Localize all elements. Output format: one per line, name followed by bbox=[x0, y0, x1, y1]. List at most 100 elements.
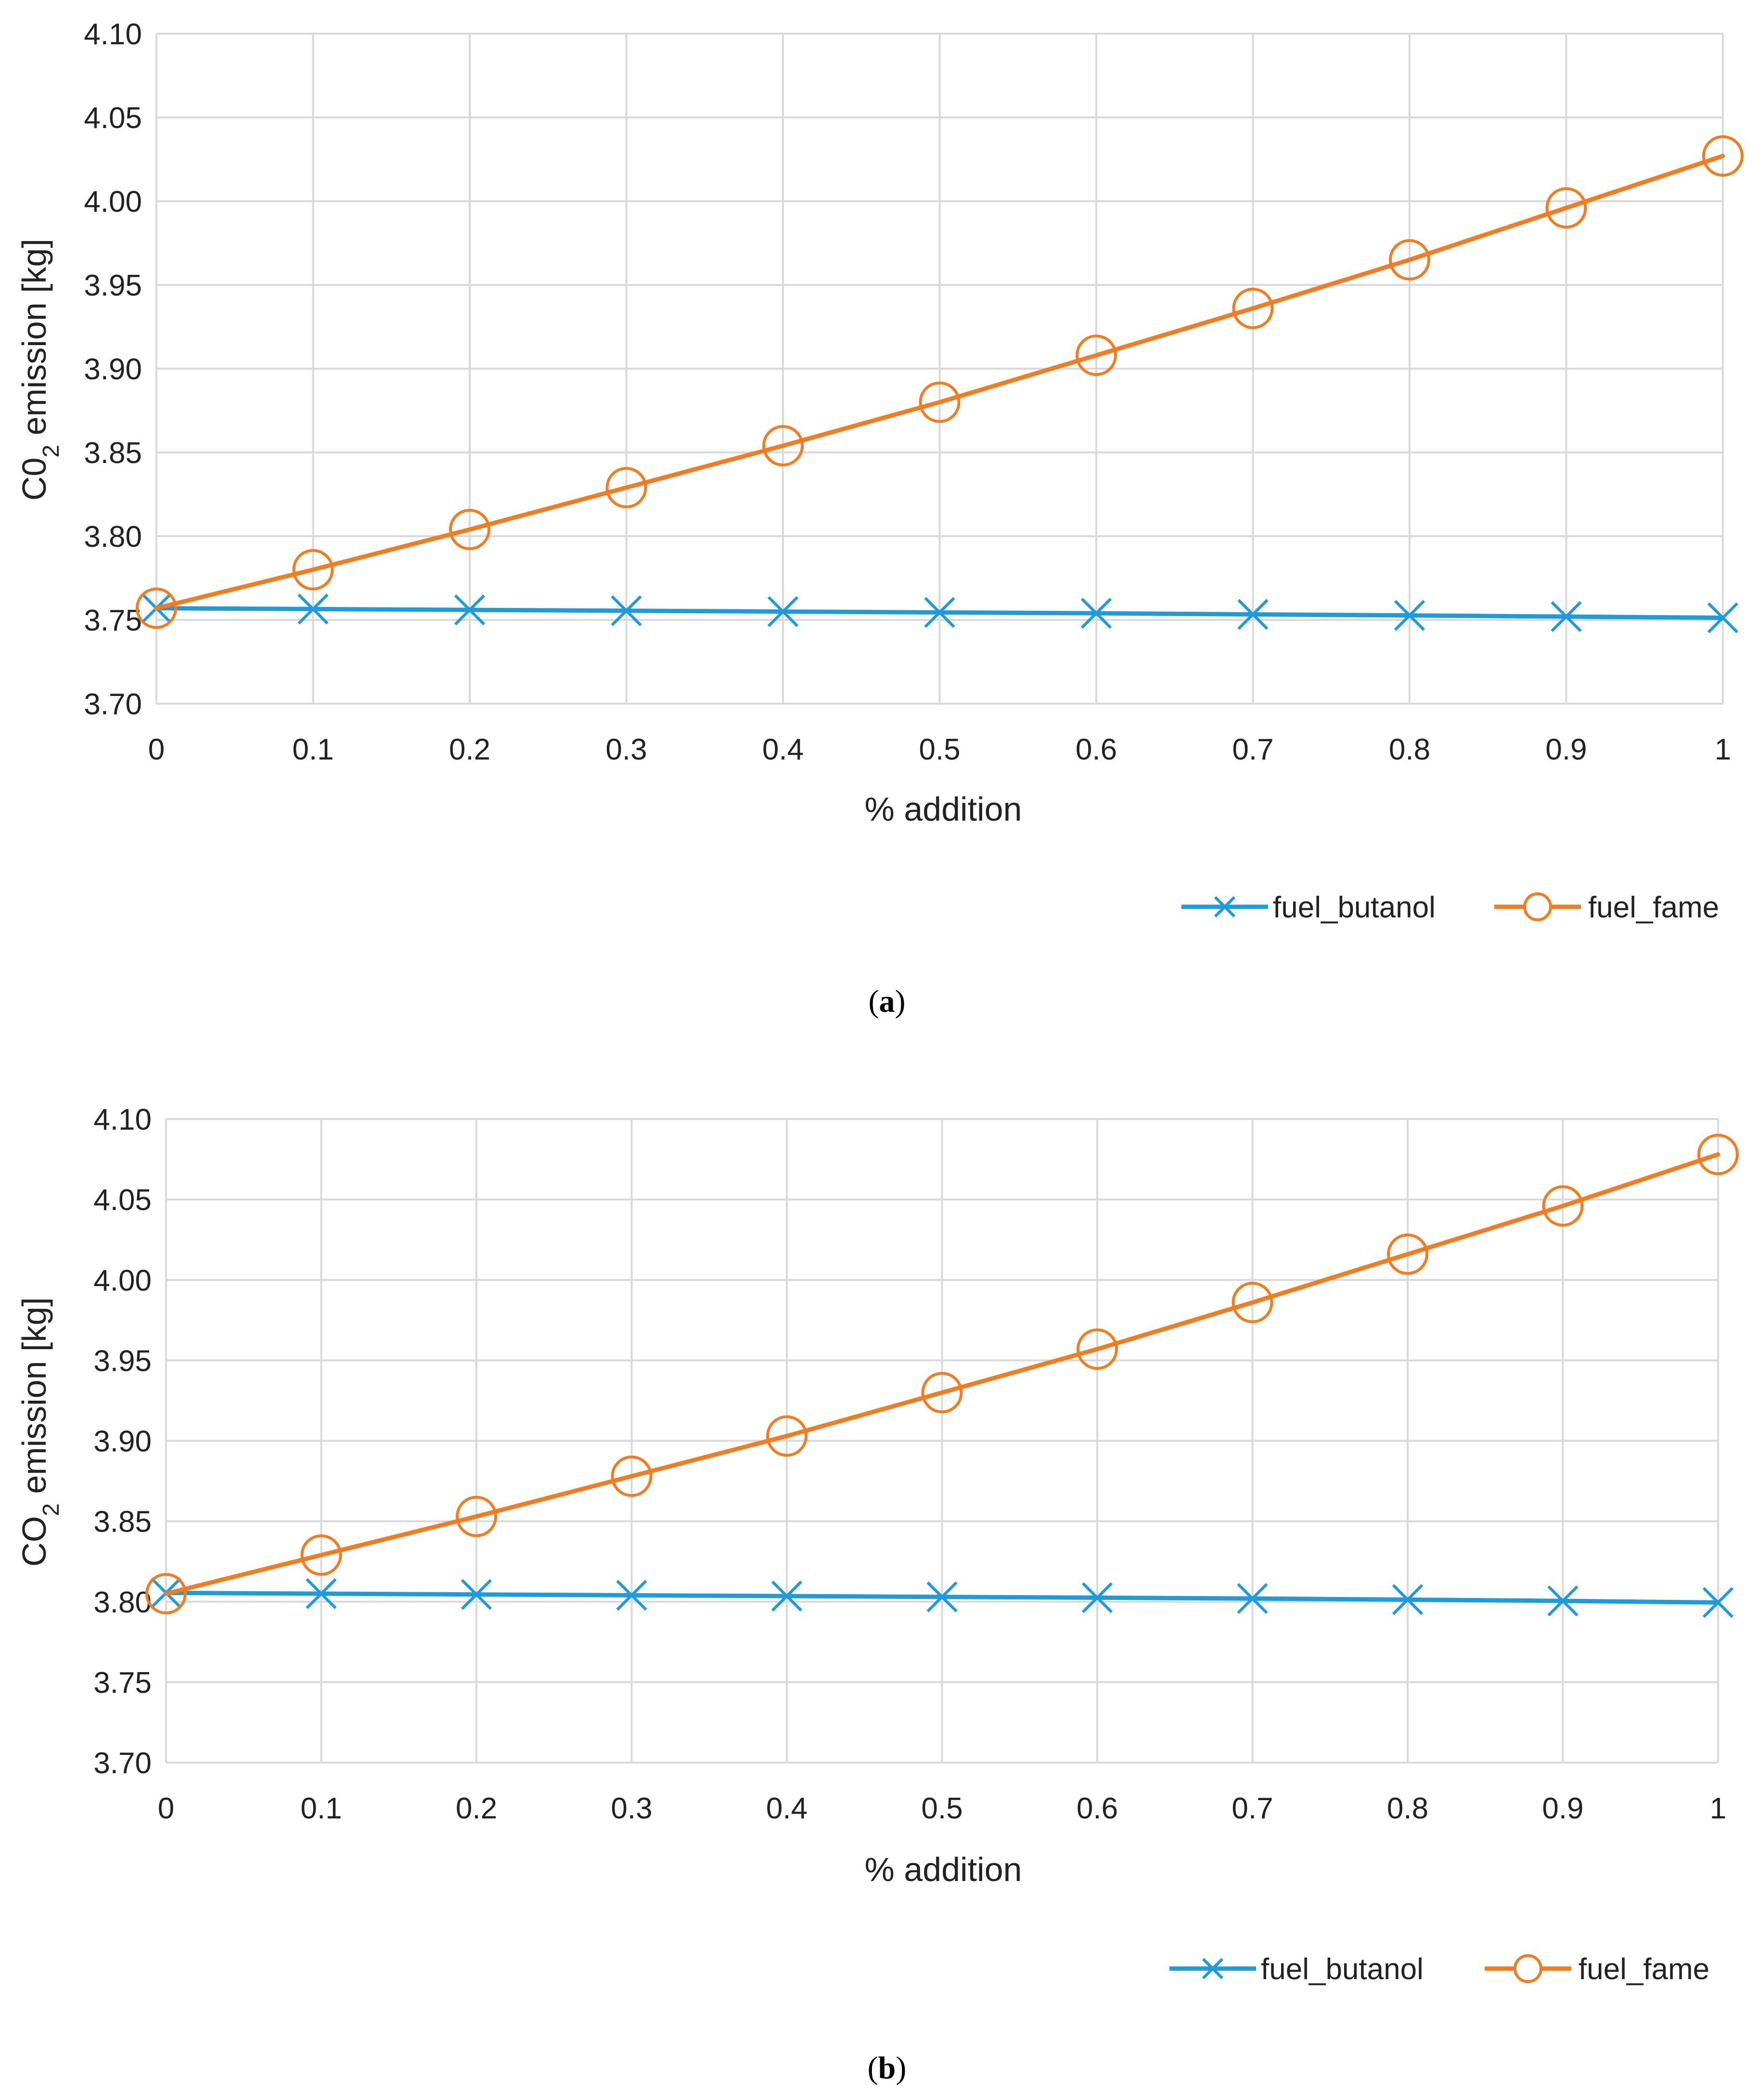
panel-a-fuel-fame-line bbox=[154, 154, 1725, 611]
panel-b-fuel-fame-point-6 bbox=[1077, 1328, 1118, 1370]
panel-a-fuel-fame-point-9 bbox=[1545, 187, 1587, 229]
panel-b-fuel-butanol-point-1 bbox=[306, 1578, 337, 1610]
panel-b-fuel-fame-point-3 bbox=[611, 1456, 653, 1497]
panel-a-x-tick-4: 0.4 bbox=[762, 733, 804, 766]
panel-a-y-tick-5: 3.95 bbox=[84, 269, 142, 302]
panel-a-fuel-fame-point-8 bbox=[1389, 239, 1430, 281]
panel-a-y-tick-1: 3.75 bbox=[84, 604, 142, 637]
chart-panel-a: 3.70 3.75 3.80 3.85 3.90 3.95 4.00 4.05 4.10 0 0.… bbox=[15, 18, 1744, 1019]
panel-a-y-tick-7: 4.05 bbox=[84, 102, 142, 135]
panel-b-y-tick-4: 3.90 bbox=[93, 1425, 152, 1458]
panel-a-fuel-fame-point-6 bbox=[1076, 335, 1117, 376]
panel-b-x-axis-title: % addition bbox=[865, 1851, 1022, 1888]
panel-b-fuel-fame-point-8 bbox=[1387, 1233, 1428, 1275]
panel-a-x-tick-labels: 0 0.1 0.2 0.3 0.4 0.5 0.6 0.7 0.8 0.9 1 bbox=[148, 733, 1731, 766]
panel-b-y-tick-3: 3.85 bbox=[93, 1506, 152, 1539]
panel-b-y-tick-0: 3.70 bbox=[93, 1747, 152, 1780]
panel-a-x-tick-8: 0.8 bbox=[1389, 733, 1430, 766]
panel-a-fuel-butanol-point-6 bbox=[1080, 597, 1112, 629]
panel-b-fuel-butanol-point-5 bbox=[926, 1581, 958, 1612]
panel-a-y-tick-3: 3.85 bbox=[84, 437, 142, 470]
panel-b-fuel-butanol-point-3 bbox=[616, 1580, 647, 1611]
panel-b-fuel-butanol-point-2 bbox=[461, 1579, 492, 1610]
panel-a-fuel-butanol-point-5 bbox=[924, 597, 955, 628]
panel-b-x-tick-1: 0.1 bbox=[300, 1792, 342, 1825]
panel-a-fuel-fame-point-10 bbox=[1702, 135, 1744, 177]
panel-b-caption: (b) bbox=[868, 2050, 907, 2086]
panel-b-fuel-butanol-point-10 bbox=[1702, 1587, 1734, 1618]
panel-a-x-tick-3: 0.3 bbox=[605, 733, 647, 766]
panel-a-y-tick-labels: 3.70 3.75 3.80 3.85 3.90 3.95 4.00 4.05 4.10 bbox=[84, 18, 142, 721]
panel-a-caption: (a) bbox=[869, 984, 906, 1019]
panel-b-x-tick-7: 0.7 bbox=[1232, 1792, 1273, 1825]
panel-a-fuel-fame-point-2 bbox=[449, 509, 490, 551]
panel-a-x-tick-5: 0.5 bbox=[919, 733, 960, 766]
panel-a-legend-fame-label: fuel_fame bbox=[1588, 891, 1719, 924]
panel-a-x-tick-1: 0.1 bbox=[292, 733, 334, 766]
panel-b-fuel-fame-line bbox=[164, 1152, 1720, 1596]
panel-a-legend-butanol-label: fuel_butanol bbox=[1273, 891, 1436, 924]
panel-a-fuel-butanol-point-1 bbox=[297, 593, 329, 625]
panel-b-y-axis-title: CO2 emission [kg] bbox=[15, 1297, 64, 1567]
panel-a-fuel-fame-point-4 bbox=[762, 425, 804, 467]
panel-a-x-tick-6: 0.6 bbox=[1076, 733, 1117, 766]
panel-b-y-tick-1: 3.75 bbox=[93, 1666, 152, 1700]
panel-b-series bbox=[145, 1134, 1739, 1618]
panel-b-legend: fuel_butanol fuel_fame bbox=[1169, 1953, 1709, 1986]
panel-a-fuel-fame-point-0 bbox=[136, 587, 177, 629]
panel-b-x-tick-10: 1 bbox=[1710, 1792, 1726, 1825]
panel-a-fuel-butanol-point-3 bbox=[611, 595, 642, 626]
panel-b-legend-butanol: fuel_butanol bbox=[1169, 1953, 1424, 1986]
panel-b-legend-butanol-label: fuel_butanol bbox=[1261, 1953, 1424, 1986]
panel-a-fuel-butanol-point-8 bbox=[1394, 600, 1425, 631]
panel-a-gridlines bbox=[155, 33, 1724, 705]
panel-b-y-tick-labels: 3.70 3.75 3.80 3.85 3.90 3.95 4.00 4.05 4.10 bbox=[93, 1103, 152, 1780]
panel-a-y-axis-title: C02 emission [kg] bbox=[15, 239, 64, 501]
panel-b-x-tick-0: 0 bbox=[158, 1792, 174, 1825]
panel-b-y-tick-2: 3.80 bbox=[93, 1586, 152, 1619]
panel-a-fuel-fame-point-3 bbox=[605, 467, 647, 509]
panel-a-x-tick-7: 0.7 bbox=[1232, 733, 1273, 766]
panel-b-fuel-fame-point-1 bbox=[300, 1534, 342, 1576]
panel-b-fuel-fame-point-2 bbox=[456, 1495, 497, 1537]
panel-a-y-tick-4: 3.90 bbox=[84, 353, 142, 386]
panel-a-fuel-butanol-point-2 bbox=[454, 594, 486, 626]
panel-b-y-tick-5: 3.95 bbox=[93, 1344, 152, 1378]
panel-b-y-tick-8: 4.10 bbox=[93, 1103, 152, 1136]
panel-b-y-tick-7: 4.05 bbox=[93, 1184, 152, 1217]
panel-a-series bbox=[136, 135, 1744, 633]
panel-b-x-tick-4: 0.4 bbox=[766, 1792, 808, 1825]
panel-a-fuel-fame-point-1 bbox=[292, 549, 334, 591]
panel-a-fuel-butanol-point-10 bbox=[1707, 602, 1739, 633]
panel-b-x-tick-5: 0.5 bbox=[921, 1792, 962, 1825]
panel-a-y-tick-2: 3.80 bbox=[84, 520, 142, 554]
panel-a-fuel-butanol-point-7 bbox=[1237, 599, 1269, 630]
panel-b-x-tick-6: 0.6 bbox=[1077, 1792, 1118, 1825]
panel-a-y-tick-6: 4.00 bbox=[84, 185, 142, 219]
panel-a-fuel-butanol-point-4 bbox=[767, 596, 799, 627]
panel-b-fuel-butanol-point-6 bbox=[1081, 1582, 1113, 1613]
panel-b-legend-fame-label: fuel_fame bbox=[1578, 1953, 1709, 1986]
panel-b-x-tick-labels: 0 0.1 0.2 0.3 0.4 0.5 0.6 0.7 0.8 0.9 1 bbox=[158, 1792, 1726, 1825]
panel-b-fuel-fame-point-0 bbox=[145, 1573, 187, 1615]
panel-b-fuel-butanol-point-7 bbox=[1237, 1583, 1268, 1614]
panel-a-legend: fuel_butanol fuel_fame bbox=[1181, 891, 1719, 924]
panel-b-fuel-butanol-point-9 bbox=[1547, 1585, 1578, 1617]
panel-a-x-tick-10: 1 bbox=[1715, 733, 1731, 766]
panel-b-fuel-butanol-point-8 bbox=[1392, 1584, 1424, 1615]
panel-a-y-tick-0: 3.70 bbox=[84, 688, 142, 721]
panel-a-x-tick-9: 0.9 bbox=[1545, 733, 1587, 766]
panel-a-legend-fame: fuel_fame bbox=[1494, 891, 1719, 924]
panel-b-fuel-fame-point-9 bbox=[1542, 1185, 1584, 1227]
panel-b-x-tick-3: 0.3 bbox=[611, 1792, 652, 1825]
panel-b-fuel-fame-point-4 bbox=[766, 1415, 808, 1457]
panel-a-fuel-fame-point-7 bbox=[1232, 287, 1274, 329]
panel-b-fuel-fame-point-10 bbox=[1697, 1134, 1739, 1175]
chart-panel-b: 3.70 3.75 3.80 3.85 3.90 3.95 4.00 4.05 4.10 0 0.… bbox=[15, 1103, 1739, 2086]
panel-a-fuel-butanol-point-9 bbox=[1551, 601, 1582, 632]
panel-b-fuel-butanol-point-4 bbox=[771, 1580, 803, 1612]
panel-b-x-tick-2: 0.2 bbox=[456, 1792, 497, 1825]
panel-a-x-axis-title: % addition bbox=[865, 790, 1022, 828]
panel-a-y-tick-8: 4.10 bbox=[84, 18, 142, 51]
